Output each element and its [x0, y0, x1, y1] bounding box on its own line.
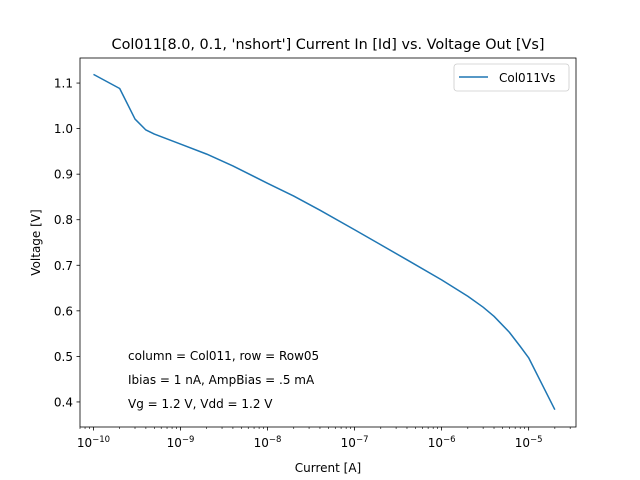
x-tick-label-exponent: −8: [269, 435, 282, 445]
annotation-line: Vg = 1.2 V, Vdd = 1.2 V: [128, 397, 273, 411]
annotation-line: column = Col011, row = Row05: [128, 349, 319, 363]
y-tick-label: 1.0: [54, 122, 73, 136]
legend-label: Col011Vs: [499, 71, 555, 85]
y-axis-ticks: 0.4 0.5 0.6 0.7 0.8 0.9 1.0 1.1: [54, 77, 80, 409]
y-tick-label: 0.4: [54, 395, 73, 409]
x-tick-label-base: 10: [428, 436, 443, 450]
x-tick-label-exponent: −10: [92, 435, 110, 445]
legend: Col011Vs: [453, 63, 570, 92]
x-tick-label: 10−5: [515, 435, 543, 450]
plot-area-frame: [79, 57, 577, 428]
annotation-line: Ibias = 1 nA, AmpBias = .5 mA: [128, 373, 315, 387]
x-tick-label: 10−8: [254, 435, 282, 450]
x-tick-label-base: 10: [77, 436, 92, 450]
x-tick-label-exponent: −7: [356, 435, 369, 445]
x-tick-label-base: 10: [254, 436, 269, 450]
y-tick-label: 0.9: [54, 168, 73, 182]
x-tick-label-base: 10: [167, 436, 182, 450]
x-tick-label: 10−6: [428, 435, 456, 450]
x-tick-label: 10−10: [77, 435, 110, 450]
legend-box: [453, 63, 570, 92]
x-tick-label: 10−7: [341, 435, 369, 450]
y-tick-label: 0.5: [54, 350, 73, 364]
y-tick-label: 1.1: [54, 77, 73, 91]
x-axis-ticks: 10−10 10−9 10−8 10−7 10−6 10−5: [77, 427, 571, 450]
x-axis-label: Current [A]: [295, 461, 361, 475]
x-tick-label-exponent: −5: [530, 435, 543, 445]
x-tick-label-exponent: −9: [182, 435, 195, 445]
y-tick-label: 0.6: [54, 304, 73, 318]
series-line-0: [93, 73, 556, 411]
x-tick-label-exponent: −6: [443, 435, 456, 445]
y-axis-label: Voltage [V]: [29, 209, 43, 275]
y-tick-label: 0.7: [54, 259, 73, 273]
y-tick-label: 0.8: [54, 213, 73, 227]
x-tick-label: 10−9: [167, 435, 195, 450]
x-tick-label-base: 10: [515, 436, 530, 450]
x-tick-label-base: 10: [341, 436, 356, 450]
annotation-block: column = Col011, row = Row05 Ibias = 1 nA…: [128, 349, 319, 411]
plot-lines: [93, 73, 556, 411]
chart-title: Col011[8.0, 0.1, 'nshort'] Current In [I…: [112, 37, 545, 53]
